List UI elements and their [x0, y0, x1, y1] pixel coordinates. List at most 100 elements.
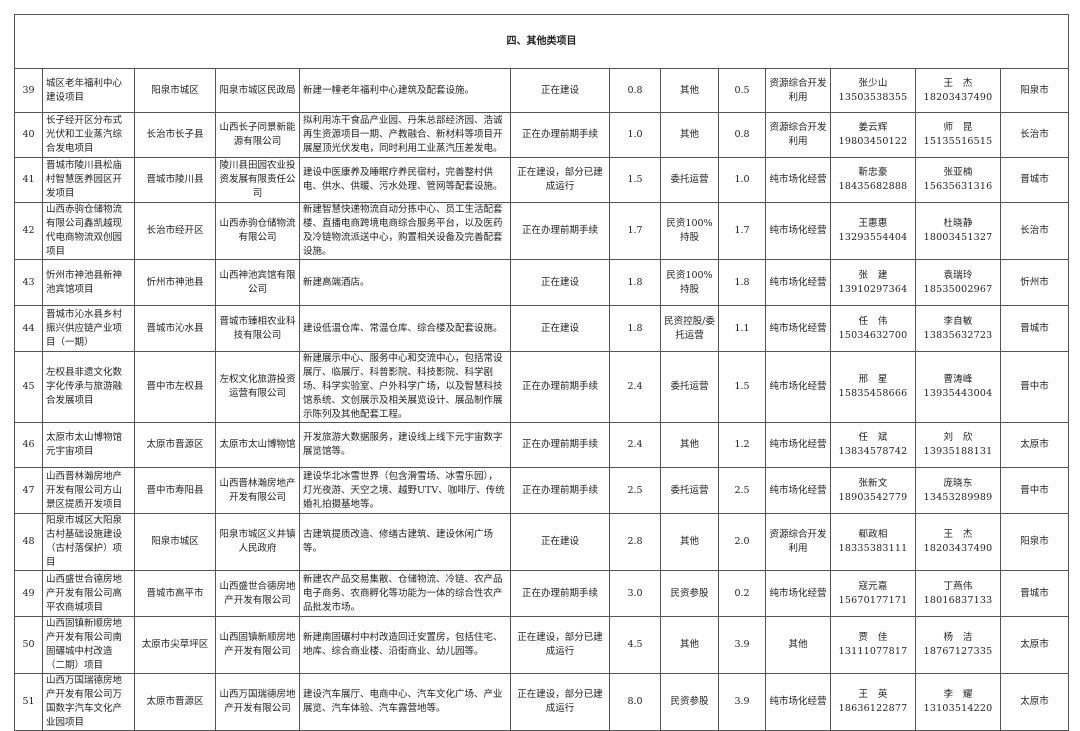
project-location: 晋城市沁水县	[134, 305, 216, 352]
contact-secondary: 刘 欣 13935188131	[915, 422, 1001, 468]
project-content: 拟利用冻干食品产业园、丹朱总部经济园、浩诚再生资源项目一期、产教融合、新材料等项…	[299, 112, 511, 158]
project-content: 新建一幢老年福利中心建筑及配套设施。	[299, 68, 511, 113]
financing-amount: 1.8	[718, 259, 766, 306]
project-location: 阳泉市城区	[134, 68, 216, 113]
contact-phone: 18016837133	[923, 594, 993, 606]
row-number: 43	[14, 259, 43, 306]
operation-mode: 资源综合开发利用	[765, 513, 831, 571]
project-content: 建设低温仓库、常温仓库、综合楼及配套设施。	[299, 305, 511, 352]
table-row: 50 山西固镇新顺房地产开发有限公司南固碾城中村改造（二期）项目 太原市尖草坪区 山西…	[14, 616, 1070, 674]
project-owner: 阳泉市城区义井镇人民政府	[215, 513, 300, 571]
contact-primary: 姜云辉 19803450122	[830, 112, 916, 158]
project-status: 正在建设	[510, 305, 610, 352]
financing-amount: 1.7	[718, 202, 766, 260]
contact-phone: 13453289989	[923, 491, 993, 503]
table-row: 46 太原市太山博物馆元宇宙项目 太原市晋源区 太原市太山博物馆 开发旅游大数据服务，建…	[14, 422, 1070, 468]
contact-secondary: 杨 洁 18767127335	[915, 616, 1001, 674]
row-number: 46	[14, 422, 43, 468]
contact-name: 丁燕伟	[943, 580, 973, 592]
contact-primary: 寇元嘉 15670177171	[830, 570, 916, 617]
project-owner: 陵川县田园农业投资发展有限责任公司	[215, 157, 300, 203]
financing-amount: 3.9	[718, 673, 766, 731]
project-name: 左权县非遗文化数字化传承与旅游融合发展项目	[42, 351, 135, 423]
contact-primary: 王 英 18636122877	[830, 673, 916, 731]
contact-phone: 13503538355	[838, 91, 908, 103]
project-owner: 阳泉市城区民政局	[215, 68, 300, 113]
project-location: 太原市尖草坪区	[134, 616, 216, 674]
row-number: 45	[14, 351, 43, 423]
table-row: 47 山西晋林瀚房地产开发有限公司方山景区提质开发项目 晋中市寿阳县 山西晋林瀚房地产…	[14, 467, 1070, 514]
project-status: 正在建设，部分已建成运行	[510, 616, 610, 674]
operation-mode: 纯市场化经营	[765, 673, 831, 731]
contact-phone: 15635631316	[923, 181, 993, 192]
total-investment: 2.4	[609, 422, 661, 468]
operation-mode: 资源综合开发利用	[765, 68, 831, 113]
project-owner: 山西赤驹仓储物流有限公司	[215, 202, 300, 260]
project-content: 古建筑提质改造、修缮古建筑、建设休闲广场等。	[299, 513, 511, 571]
contact-primary: 靳忠豪 18435682888	[830, 157, 916, 203]
contact-name: 郗政相	[858, 529, 888, 540]
total-investment: 4.5	[609, 616, 661, 674]
contact-name: 贾 佳	[858, 632, 888, 643]
contact-phone: 15034632700	[838, 329, 908, 341]
project-owner: 山西晋林瀚房地产开发有限公司	[215, 467, 300, 514]
contact-phone: 18767127335	[923, 646, 993, 657]
contact-phone: 18203437490	[923, 91, 993, 103]
project-location: 忻州市神池县	[134, 259, 216, 306]
contact-name: 任 斌	[858, 432, 888, 443]
city: 忻州市	[999, 259, 1070, 306]
project-name: 山西盛世合德房地产开发有限公司高平农商城项目	[42, 570, 135, 617]
operation-mode: 资源综合开发利用	[765, 112, 831, 158]
operation-mode: 纯市场化经营	[765, 467, 831, 514]
contact-secondary: 李 耀 13103514220	[915, 673, 1001, 731]
city: 太原市	[999, 673, 1070, 731]
contact-name: 寇元嘉	[858, 580, 888, 592]
contact-phone: 18535002967	[923, 283, 993, 295]
city: 太原市	[999, 616, 1070, 674]
contact-phone: 13111077817	[838, 646, 908, 657]
project-status: 正在办理前期手续	[510, 422, 610, 468]
financing-amount: 2.5	[718, 467, 766, 514]
financing-amount: 3.9	[718, 616, 766, 674]
contact-secondary: 张亚楠 15635631316	[915, 157, 1001, 203]
contact-name: 张 建	[858, 269, 888, 281]
table-row: 49 山西盛世合德房地产开发有限公司高平农商城项目 晋城市高平市 山西盛世合德房地产开…	[14, 570, 1070, 617]
cooperation-mode: 其他	[660, 68, 719, 113]
operation-mode: 其他	[765, 616, 831, 674]
table-row: 44 晋城市沁水县乡村振兴供应链产业项目（一期） 晋城市沁水县 晋城市臻相农业科技有限…	[14, 305, 1070, 352]
section-header-row: 四、其他类项目	[13, 14, 1070, 69]
cooperation-mode: 其他	[660, 422, 719, 468]
contact-phone: 18435682888	[838, 181, 908, 192]
project-owner: 山西固镇新顺房地产开发有限公司	[215, 616, 300, 674]
contact-name: 邢 星	[858, 374, 888, 385]
city: 阳泉市	[999, 68, 1070, 113]
operation-mode: 纯市场化经营	[765, 422, 831, 468]
project-name: 太原市太山博物馆元宇宙项目	[42, 422, 135, 468]
city: 晋城市	[999, 305, 1070, 352]
city: 晋城市	[999, 570, 1070, 617]
contact-phone: 18636122877	[838, 703, 908, 714]
contact-secondary: 王 杰 18203437490	[915, 68, 1001, 113]
project-location: 晋中市寿阳县	[134, 467, 216, 514]
cooperation-mode: 委托运营	[660, 467, 719, 514]
operation-mode: 纯市场化经营	[765, 202, 831, 260]
operation-mode: 纯市场化经营	[765, 157, 831, 203]
contact-name: 杨 洁	[943, 632, 973, 643]
financing-amount: 1.2	[718, 422, 766, 468]
project-status: 正在办理前期手续	[510, 202, 610, 260]
row-number: 47	[14, 467, 43, 514]
cooperation-mode: 其他	[660, 513, 719, 571]
project-owner: 山西长子同景新能源有限公司	[215, 112, 300, 158]
contact-name: 张亚楠	[943, 167, 973, 178]
contact-phone: 18203437490	[923, 543, 993, 554]
project-owner: 山西神池宾馆有限公司	[215, 259, 300, 306]
project-location: 太原市晋源区	[134, 422, 216, 468]
project-location: 晋城市陵川县	[134, 157, 216, 203]
total-investment: 2.4	[609, 351, 661, 423]
cooperation-mode: 民资100%持股	[660, 259, 719, 306]
contact-secondary: 杜晓静 18003451327	[915, 202, 1001, 260]
project-content: 开发旅游大数据服务，建设线上线下元宇宙数字展览馆等。	[299, 422, 511, 468]
projects-table: 四、其他类项目 39 城区老年福利中心建设项目 阳泉市城区 阳泉市城区民政局 新建一幢老…	[13, 14, 1070, 731]
project-name: 晋城市沁水县乡村振兴供应链产业项目（一期）	[42, 305, 135, 352]
project-location: 太原市晋源区	[134, 673, 216, 731]
